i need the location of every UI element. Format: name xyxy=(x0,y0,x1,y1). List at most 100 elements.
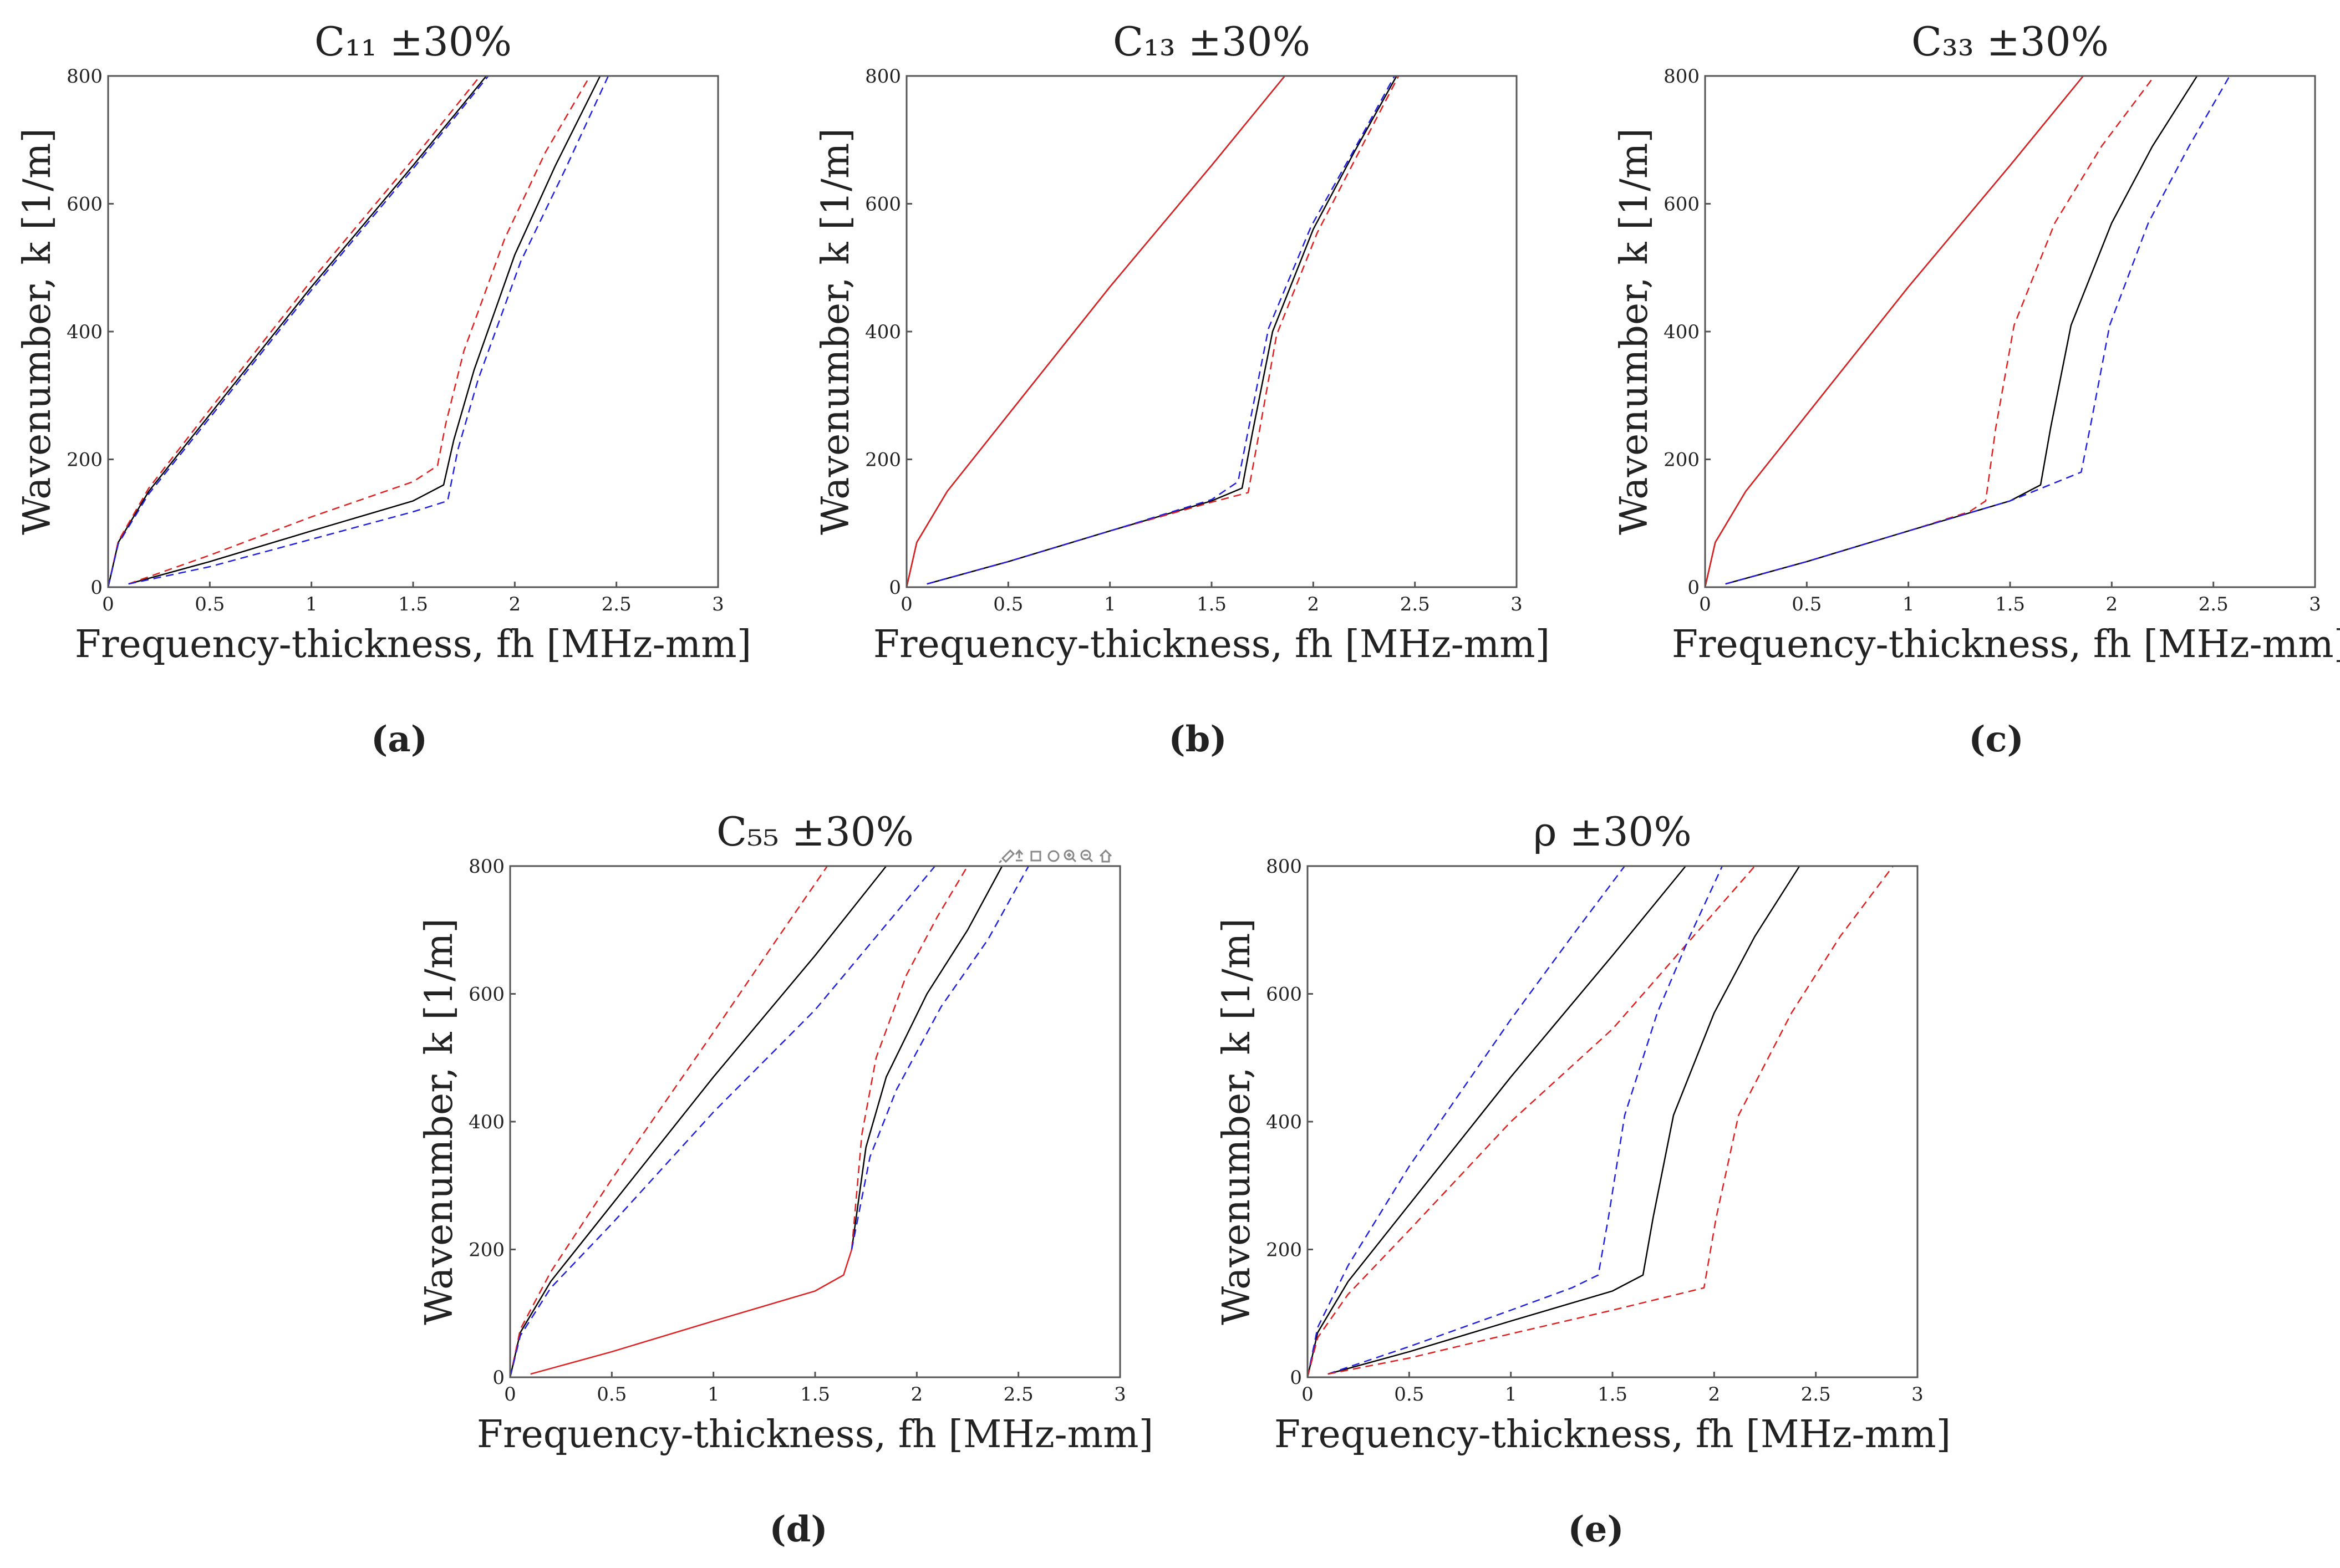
panel-a-x-tick-label: 1.5 xyxy=(398,593,428,615)
panel-a-x-tick-label: 0 xyxy=(102,593,114,615)
panel-c-x-tick-label: 1 xyxy=(1902,593,1915,615)
panel-d-x-tick-label: 2.5 xyxy=(1004,1383,1034,1406)
panel-b-ylabel: Wavenumber, k [1/m] xyxy=(814,128,858,535)
panel-e-title: ρ ±30% xyxy=(1533,808,1692,855)
panel-a-y-tick-label: 400 xyxy=(67,321,103,343)
panel-c-series-line-2 xyxy=(1725,75,2198,585)
panel-b-x-tick-label: 0 xyxy=(901,593,913,615)
panel-d-y-tick-label: 600 xyxy=(469,984,505,1006)
panel-e-x-tick-label: 0.5 xyxy=(1394,1383,1424,1406)
panel-e-x-tick-label: 1.5 xyxy=(1598,1383,1627,1406)
panel-e: 0 0.5 1 1.5 2 2.5 3 0 200 400 600 800 ρ ±30% Freque… xyxy=(1215,808,1951,1550)
panel-a-x-tick-label: 2.5 xyxy=(602,593,632,615)
panel-a-ylabel: Wavenumber, k [1/m] xyxy=(16,128,59,535)
panel-e-series-line-0 xyxy=(1306,866,1686,1378)
brush-icon[interactable] xyxy=(998,849,1015,864)
panel-a-series-line-0 xyxy=(107,75,487,588)
panel-d-series-line-1 xyxy=(509,866,828,1378)
panel-b-title: C₁₃ ±30% xyxy=(1113,18,1310,65)
panel-d-axes-frame xyxy=(509,865,1121,1378)
panel-c-x-tick-label: 2 xyxy=(2106,593,2118,615)
panel-c-x-tick-label: 0.5 xyxy=(1792,593,1822,615)
panel-d-series-line-6 xyxy=(851,866,1030,1250)
panel-a-title: C₁₁ ±30% xyxy=(314,18,512,65)
panel-b-y-tick-label: 0 xyxy=(889,577,901,599)
pan-icon[interactable] xyxy=(1047,850,1060,862)
panel-a-xlabel: Frequency-thickness, fh [MHz-mm] xyxy=(75,623,751,666)
panel-d-title: C₅₅ ±30% xyxy=(716,808,914,855)
panel-c-series-line-1 xyxy=(1704,75,2084,588)
home-icon[interactable] xyxy=(1099,849,1112,863)
panel-a-series-line-5 xyxy=(128,75,609,585)
panel-e-series-line-1 xyxy=(1306,866,1625,1378)
panel-b-series xyxy=(906,75,1400,588)
panel-e-x-tick-label: 1 xyxy=(1505,1383,1517,1406)
datatip-icon[interactable] xyxy=(1030,851,1041,862)
panel-d-x-tick-label: 0 xyxy=(504,1383,516,1406)
panel-b-y-tick-label: 400 xyxy=(865,321,901,343)
panel-e-series xyxy=(1306,866,1894,1378)
panel-d-ticks: 0 0.5 1 1.5 2 2.5 3 0 200 400 600 800 xyxy=(469,856,1126,1406)
panel-e-x-tick-label: 0 xyxy=(1301,1383,1314,1406)
panel-d-x-tick-label: 3 xyxy=(1114,1383,1126,1406)
panel-a-x-tick-label: 1 xyxy=(306,593,318,615)
panel-c-x-tick-label: 1.5 xyxy=(1995,593,2025,615)
panel-d-x-tick-label: 2 xyxy=(911,1383,923,1406)
panel-e-x-tick-label: 3 xyxy=(1911,1383,1924,1406)
zoom-in-icon[interactable] xyxy=(1064,849,1077,863)
panel-b-x-tick-label: 2.5 xyxy=(1400,593,1430,615)
panel-b-x-tick-label: 0.5 xyxy=(993,593,1023,615)
panel-c-series-line-0 xyxy=(1704,75,2084,588)
panel-b-series-line-3 xyxy=(927,75,1400,585)
panel-d-xlabel: Frequency-thickness, fh [MHz-mm] xyxy=(477,1413,1153,1457)
panel-e-x-tick-label: 2 xyxy=(1708,1383,1721,1406)
panel-c-y-tick-label: 400 xyxy=(1664,321,1700,343)
panel-e-y-tick-label: 800 xyxy=(1266,856,1302,878)
panel-d-y-tick-label: 0 xyxy=(492,1367,505,1389)
panel-d-x-tick-label: 1.5 xyxy=(800,1383,830,1406)
panel-b-xlabel: Frequency-thickness, fh [MHz-mm] xyxy=(873,623,1550,666)
panel-e-ticks: 0 0.5 1 1.5 2 2.5 3 0 200 400 600 800 xyxy=(1266,856,1924,1406)
panel-d-y-tick-label: 400 xyxy=(469,1111,505,1133)
panel-b-x-tick-label: 3 xyxy=(1510,593,1523,615)
zoom-out-icon[interactable] xyxy=(1080,849,1093,863)
panel-d: 0 0.5 1 1.5 2 2.5 3 0 200 400 600 800 C₅₅ ±30% Freq… xyxy=(418,808,1153,1550)
panel-d-series-line-3 xyxy=(530,1249,853,1375)
panel-a-x-tick-label: 0.5 xyxy=(195,593,225,615)
panel-c-y-tick-label: 800 xyxy=(1664,65,1700,88)
panel-d-series-line-4 xyxy=(851,866,1003,1250)
panel-e-axes-frame xyxy=(1306,865,1919,1378)
panel-b-y-tick-label: 800 xyxy=(865,65,901,88)
panel-c-series xyxy=(1704,75,2231,588)
panel-d-series-line-0 xyxy=(509,866,887,1378)
panel-d-series xyxy=(509,866,1030,1378)
panel-d-series-line-5 xyxy=(851,866,969,1250)
export-icon[interactable] xyxy=(1015,849,1024,862)
panel-c-series-line-4 xyxy=(1725,75,2231,585)
panel-c-series-line-3 xyxy=(1725,75,2155,585)
panel-c-x-tick-label: 0 xyxy=(1699,593,1711,615)
panel-d-series-line-2 xyxy=(509,866,936,1378)
panel-a-ticks: 0 0.5 1 1.5 2 2.5 3 0 200 400 600 800 xyxy=(67,65,724,615)
panel-c-y-tick-label: 600 xyxy=(1664,194,1700,216)
panel-a-series xyxy=(107,75,609,588)
panel-a-x-tick-label: 2 xyxy=(509,593,521,615)
panel-b-caption: (b) xyxy=(1168,719,1227,760)
panel-e-caption: (e) xyxy=(1568,1509,1624,1550)
panel-c: 0 0.5 1 1.5 2 2.5 3 0 200 400 600 800 C₃₃ ±30% Freq… xyxy=(1612,18,2340,760)
panel-a-axes-frame xyxy=(107,75,719,588)
panel-e-series-line-4 xyxy=(1327,866,1723,1375)
panel-c-x-tick-label: 2.5 xyxy=(2199,593,2229,615)
panel-e-y-tick-label: 600 xyxy=(1266,984,1302,1006)
panel-b-y-tick-label: 600 xyxy=(865,194,901,216)
panel-e-series-line-2 xyxy=(1306,866,1756,1378)
panel-a-y-tick-label: 800 xyxy=(67,65,103,88)
panel-a-y-tick-label: 200 xyxy=(67,449,103,471)
panel-d-x-tick-label: 1 xyxy=(708,1383,720,1406)
panel-d-ylabel: Wavenumber, k [1/m] xyxy=(418,918,461,1325)
panel-b-axes-frame xyxy=(906,75,1518,588)
panel-e-y-tick-label: 0 xyxy=(1290,1367,1302,1389)
panel-c-xlabel: Frequency-thickness, fh [MHz-mm] xyxy=(1672,623,2340,666)
panel-e-y-tick-label: 200 xyxy=(1266,1239,1302,1261)
